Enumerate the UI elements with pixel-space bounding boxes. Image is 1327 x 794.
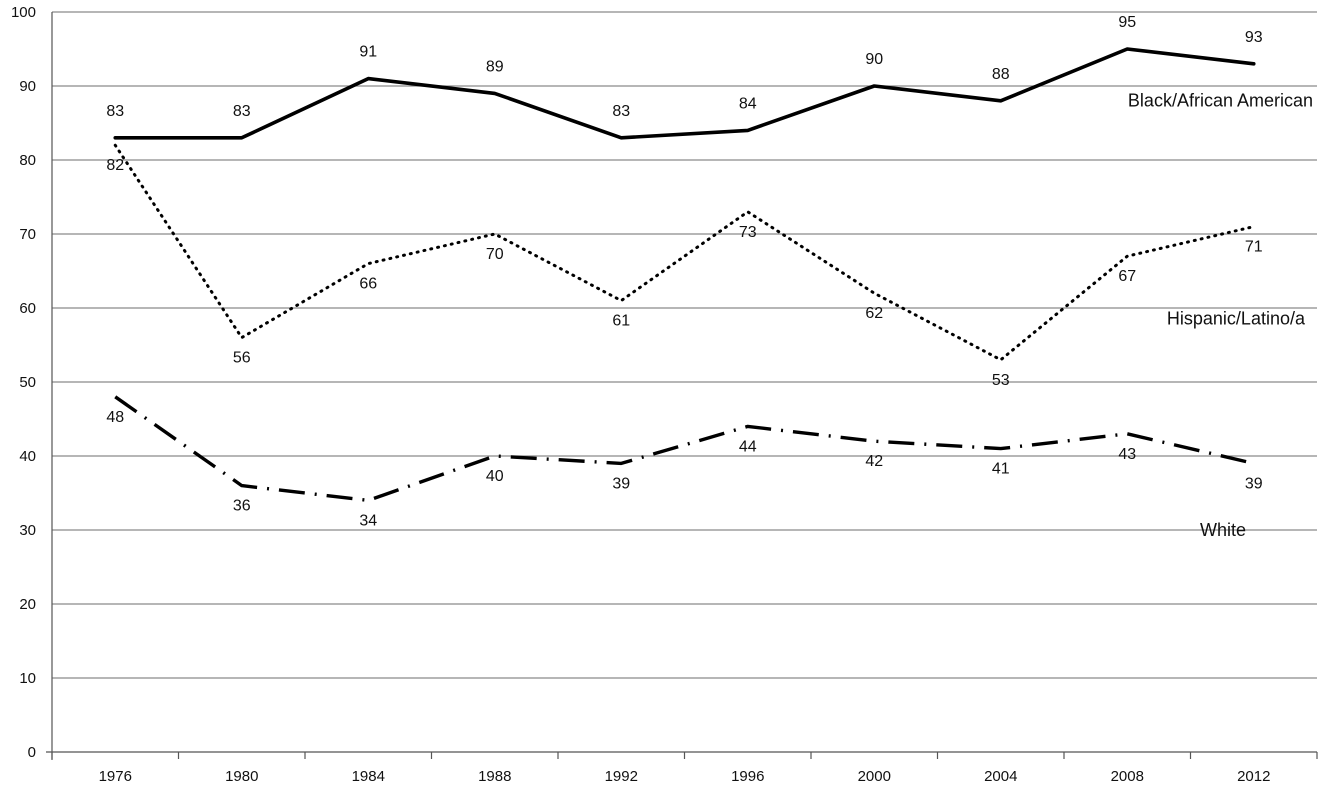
series-name-label: White (1200, 520, 1246, 540)
y-tick-label: 50 (19, 374, 36, 391)
x-tick-label: 1976 (99, 768, 132, 785)
series-names: Black/African American Hispanic/Latino/a W… (1128, 91, 1313, 540)
data-label: 91 (359, 44, 377, 61)
y-tick-label: 40 (19, 448, 36, 465)
data-label: 39 (1245, 475, 1263, 492)
data-label: 83 (612, 103, 630, 120)
y-tick-label: 20 (19, 596, 36, 613)
y-axis: 0 10 20 30 40 50 60 70 80 90 100 (11, 4, 53, 761)
data-label: 83 (106, 103, 124, 120)
data-label: 70 (486, 246, 504, 263)
data-label: 56 (233, 350, 251, 367)
data-label: 41 (992, 461, 1010, 478)
x-tick-label: 1992 (605, 768, 638, 785)
data-label: 66 (359, 276, 377, 293)
gridlines (52, 11, 1317, 679)
data-label: 89 (486, 58, 504, 75)
data-label: 83 (233, 103, 251, 120)
data-label: 43 (1118, 446, 1136, 463)
data-label: 95 (1118, 14, 1136, 31)
data-label: 42 (865, 453, 883, 470)
y-tick-label: 90 (19, 78, 36, 95)
data-label: 34 (359, 512, 377, 529)
data-label: 93 (1245, 29, 1263, 46)
data-label: 48 (106, 409, 124, 426)
x-tick-label: 1988 (478, 768, 511, 785)
x-tick-label: 2004 (984, 768, 1017, 785)
data-label: 82 (106, 157, 124, 174)
y-tick-label: 80 (19, 152, 36, 169)
data-label: 53 (992, 372, 1010, 389)
data-label: 44 (739, 438, 757, 455)
x-tick-label: 2012 (1237, 768, 1270, 785)
data-label: 40 (486, 468, 504, 485)
y-tick-label: 70 (19, 226, 36, 243)
data-label: 36 (233, 498, 251, 515)
x-tick-label: 1980 (225, 768, 258, 785)
x-axis: 1976 1980 1984 1988 1992 1996 2000 2004 2008 2012 (46, 751, 1318, 785)
x-tick-label: 1996 (731, 768, 764, 785)
data-labels: 83 83 91 89 83 84 90 88 95 93 82 56 66 70 61 73 62 53 67 71… (106, 14, 1262, 529)
y-tick-label: 10 (19, 670, 36, 687)
data-label: 62 (865, 305, 883, 322)
x-tick-label: 2000 (858, 768, 891, 785)
series-line-1 (113, 143, 1256, 362)
data-label: 73 (739, 224, 757, 241)
data-label: 39 (612, 475, 630, 492)
x-tick-label: 2008 (1111, 768, 1144, 785)
data-label: 67 (1118, 268, 1136, 285)
series-name-label: Black/African American (1128, 91, 1313, 111)
y-tick-label: 60 (19, 300, 36, 317)
series-name-label: Hispanic/Latino/a (1167, 308, 1306, 328)
y-tick-label: 0 (28, 744, 36, 761)
series-line-2 (114, 395, 1255, 503)
y-tick-label: 100 (11, 4, 36, 21)
y-tick-label: 30 (19, 522, 36, 539)
x-tick-label: 1984 (352, 768, 385, 785)
data-label: 84 (739, 95, 757, 112)
data-label: 88 (992, 66, 1010, 83)
data-label: 61 (612, 313, 630, 330)
series-lines (113, 47, 1256, 503)
data-label: 90 (865, 51, 883, 68)
data-label: 71 (1245, 239, 1263, 256)
series-line-0 (113, 47, 1256, 140)
